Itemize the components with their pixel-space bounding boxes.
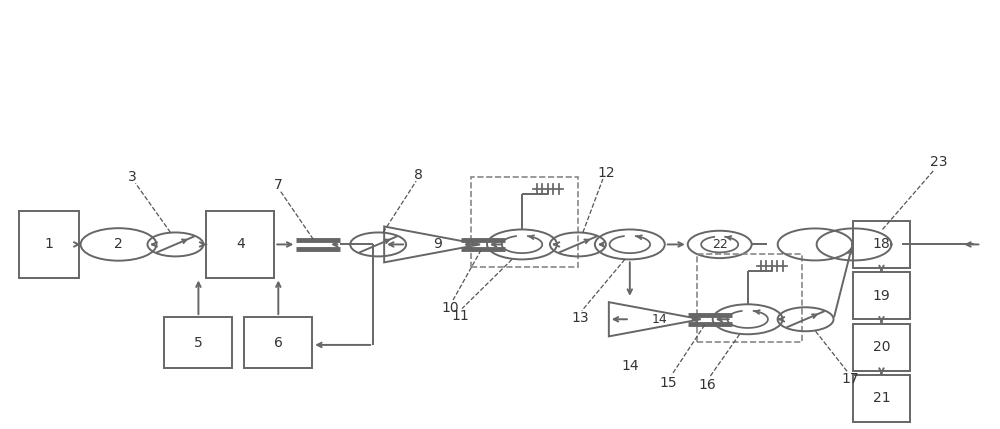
Text: 16: 16 [699, 378, 717, 392]
Text: 13: 13 [571, 311, 589, 325]
Bar [471, 177, 578, 267]
Text: 18: 18 [873, 237, 890, 251]
Bar [853, 323, 910, 371]
Text: 3: 3 [128, 170, 137, 184]
Text: 19: 19 [873, 289, 890, 303]
Text: 12: 12 [597, 166, 615, 180]
Text: 2: 2 [114, 237, 123, 251]
Text: 22: 22 [712, 238, 728, 251]
Bar [853, 221, 910, 268]
Bar [19, 211, 79, 278]
Text: 4: 4 [236, 237, 245, 251]
Text: 5: 5 [194, 336, 203, 350]
Text: 20: 20 [873, 340, 890, 354]
Text: 8: 8 [414, 168, 423, 182]
Text: 1: 1 [44, 237, 53, 251]
Bar [164, 317, 232, 369]
Text: 11: 11 [451, 309, 469, 323]
Bar [853, 375, 910, 422]
Text: 23: 23 [930, 155, 947, 169]
Text: 6: 6 [274, 336, 283, 350]
Bar [697, 254, 802, 342]
Text: 15: 15 [659, 375, 677, 390]
Text: 10: 10 [441, 301, 459, 315]
Text: 17: 17 [842, 372, 859, 386]
Text: 14: 14 [621, 360, 639, 373]
Text: 14: 14 [652, 313, 668, 326]
Text: 7: 7 [274, 178, 283, 192]
Bar [244, 317, 312, 369]
Text: 9: 9 [433, 237, 442, 251]
Text: 21: 21 [873, 391, 890, 405]
Bar [853, 272, 910, 319]
Bar [206, 211, 274, 278]
